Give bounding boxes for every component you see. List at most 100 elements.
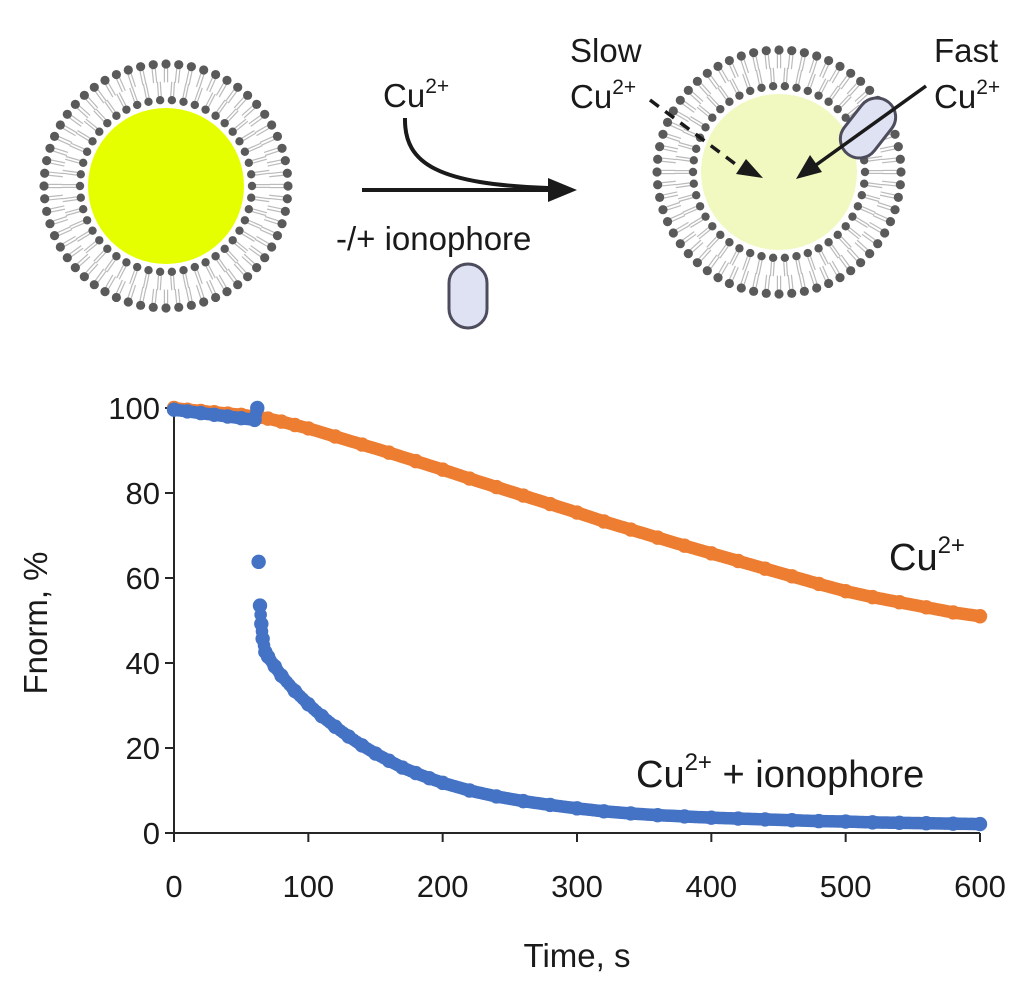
lipid-head — [736, 283, 746, 293]
lipid-head — [243, 272, 253, 282]
lipid-tail — [860, 208, 875, 216]
lipid-tail — [728, 265, 736, 280]
lipid-head — [890, 205, 900, 215]
lipid-head — [713, 273, 723, 283]
lipid-tail — [243, 231, 257, 240]
lipid-head — [62, 253, 72, 263]
y-tick-label: 40 — [126, 646, 160, 681]
lipid-tail — [683, 208, 698, 216]
data-point — [354, 437, 370, 452]
lipid-head — [799, 286, 809, 296]
lipid-tail — [856, 217, 870, 226]
lipid-tail — [105, 274, 114, 288]
lipid-head — [701, 123, 710, 132]
x-tick-label: 100 — [282, 869, 334, 904]
lipid-tail — [698, 229, 711, 240]
lipid-tail — [764, 274, 768, 290]
lipid-tail — [254, 169, 270, 173]
lipid-tail — [65, 211, 80, 217]
lipid-tail — [755, 273, 760, 288]
lipid-tail — [881, 157, 897, 161]
x-tick-label: 0 — [165, 869, 182, 904]
data-point — [247, 412, 262, 428]
lipid-head — [860, 167, 870, 177]
fast-ion-base: Cu — [934, 78, 976, 115]
lipid-tail — [821, 250, 829, 265]
lipid-tail — [228, 250, 239, 262]
lipid-tail — [255, 172, 270, 176]
data-point — [274, 668, 289, 683]
lipid-head — [683, 85, 693, 95]
lipid-head — [692, 76, 702, 86]
lipid-tail — [718, 260, 727, 274]
lipid-head — [111, 69, 121, 80]
slow-ion-sup: 2+ — [612, 76, 636, 99]
lipid-tail — [156, 81, 160, 97]
lipid-tail — [62, 169, 78, 173]
lipid-tail — [752, 272, 757, 288]
lipid-tail — [48, 194, 63, 198]
series-label-cu-base: Cu — [889, 537, 938, 579]
cu-addition-curve — [402, 117, 549, 190]
lipid-tail — [879, 194, 895, 199]
lipid-head — [112, 111, 121, 120]
lipid-head — [749, 48, 759, 58]
lipid-head — [282, 194, 292, 204]
lipid-tail — [154, 289, 158, 304]
lipid-tail — [76, 253, 89, 265]
lipid-head — [792, 83, 801, 92]
fast-entry-arrow — [814, 84, 928, 167]
data-point — [784, 813, 800, 828]
lipid-tail — [731, 267, 739, 281]
lipid-head — [792, 252, 801, 261]
lipid-tail — [252, 158, 268, 164]
lipid-head — [725, 238, 734, 247]
lipid-head — [123, 65, 133, 75]
lipid-head — [708, 222, 717, 231]
lipid-tail — [170, 81, 173, 97]
lipid-tail — [698, 247, 709, 260]
lipid-head — [240, 216, 250, 225]
lipid-tail — [94, 268, 105, 281]
data-point — [462, 783, 477, 798]
lipid-tail — [718, 70, 727, 84]
lipid-tail — [62, 199, 78, 203]
lipid-tail — [259, 135, 274, 143]
x-tick-label: 300 — [551, 869, 603, 904]
lipid-tail — [95, 252, 107, 264]
lipid-tail — [241, 256, 254, 267]
lipid-tail — [698, 84, 709, 97]
lipid-tail — [54, 147, 69, 154]
fast-label-ion: Cu2+ — [934, 76, 1000, 115]
lipid-tail — [106, 259, 116, 273]
lipid-head — [814, 244, 823, 253]
lipid-tail — [254, 199, 270, 203]
lipid-head — [757, 252, 766, 261]
lipid-head — [161, 303, 171, 313]
lipid-tail — [868, 182, 883, 186]
lipid-tail — [880, 148, 895, 153]
lipid-head — [133, 100, 142, 110]
lipid-tail — [807, 257, 814, 272]
lipid-head — [122, 105, 131, 114]
data-point — [250, 400, 265, 416]
lipid-tail — [127, 283, 134, 298]
data-point — [892, 815, 907, 830]
lipid-tail — [131, 271, 138, 286]
lipid-tail — [819, 267, 827, 281]
data-point — [301, 421, 316, 436]
lipid-tail — [684, 233, 697, 244]
lipid-tail — [115, 279, 123, 294]
lipid-head — [78, 205, 88, 214]
lipid-tail — [821, 79, 829, 94]
lipid-head — [814, 91, 823, 100]
lipid-head — [222, 287, 232, 297]
lipid-head — [702, 266, 712, 276]
lipid-tail — [95, 108, 107, 120]
lipid-tail — [663, 191, 678, 196]
y-tick-label: 80 — [126, 476, 160, 511]
lipid-tail — [854, 219, 868, 228]
lipid-tail — [263, 147, 278, 154]
lipid-tail — [798, 56, 803, 71]
lipid-tail — [151, 288, 155, 304]
